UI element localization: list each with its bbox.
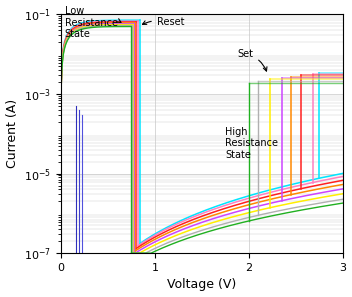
X-axis label: Voltage (V): Voltage (V) — [167, 279, 237, 291]
Text: Reset: Reset — [143, 17, 184, 27]
Text: High
Resistance
State: High Resistance State — [225, 127, 278, 160]
Text: Set: Set — [238, 49, 267, 71]
Y-axis label: Current (A): Current (A) — [6, 99, 19, 168]
Text: Low
Resistance
State: Low Resistance State — [65, 6, 121, 39]
